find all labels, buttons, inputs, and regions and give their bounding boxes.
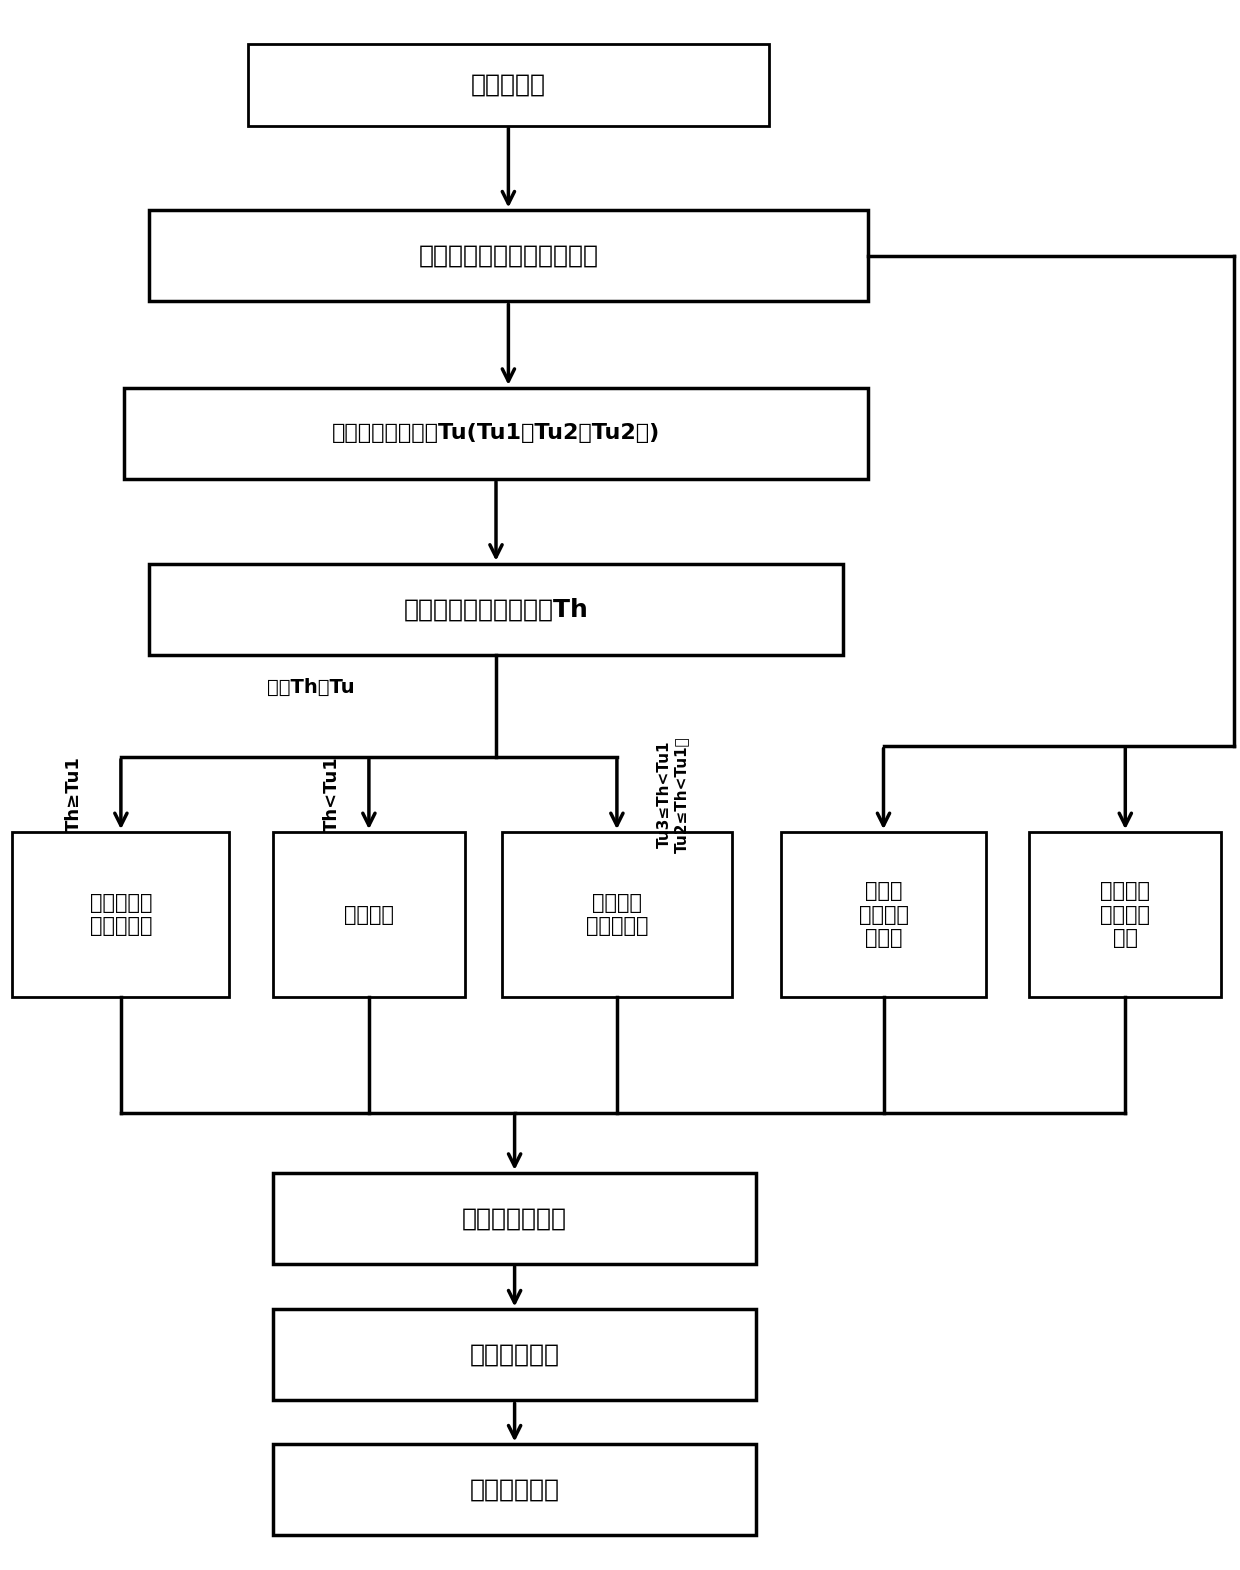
Text: 确定铀矿化类型: 确定铀矿化类型: [463, 1206, 567, 1231]
Text: 确定不整和面时间Tu(Tu1、Tu2、Tu2等): 确定不整和面时间Tu(Tu1、Tu2、Tu2等): [332, 424, 660, 443]
Text: 古铀矿化: 古铀矿化: [343, 904, 394, 925]
Text: 确定目标层: 确定目标层: [471, 72, 546, 97]
FancyBboxPatch shape: [502, 832, 732, 997]
Text: 地表沥青
吸附型铀
矿化: 地表沥青 吸附型铀 矿化: [1100, 881, 1151, 948]
FancyBboxPatch shape: [149, 564, 843, 655]
Text: 非油气
还原作用
铀矿化: 非油气 还原作用 铀矿化: [858, 881, 909, 948]
FancyBboxPatch shape: [149, 210, 868, 301]
Text: Th≥Tu1: Th≥Tu1: [64, 757, 83, 832]
FancyBboxPatch shape: [12, 832, 229, 997]
Text: 确定油气还原作用时间Th: 确定油气还原作用时间Th: [403, 597, 589, 622]
Text: 建立找矿模型: 建立找矿模型: [470, 1342, 559, 1367]
FancyBboxPatch shape: [273, 1309, 756, 1400]
FancyBboxPatch shape: [124, 388, 868, 479]
FancyBboxPatch shape: [781, 832, 986, 997]
Text: 无古铀矿化
现代铀矿化: 无古铀矿化 现代铀矿化: [89, 893, 153, 936]
Text: Th<Tu1: Th<Tu1: [322, 757, 341, 832]
FancyBboxPatch shape: [273, 832, 465, 997]
Text: 确定找矿目标: 确定找矿目标: [470, 1477, 559, 1502]
Text: 圈定油气还原作用分布范围: 圈定油气还原作用分布范围: [418, 243, 599, 268]
FancyBboxPatch shape: [248, 44, 769, 126]
Text: Tu3≤Th<Tu1
Tu2≤Th<Tu1等: Tu3≤Th<Tu1 Tu2≤Th<Tu1等: [656, 736, 689, 853]
FancyBboxPatch shape: [273, 1444, 756, 1535]
FancyBboxPatch shape: [1029, 832, 1221, 997]
Text: 比较Th和Tu: 比较Th和Tu: [267, 678, 355, 697]
Text: 古铀矿化
现代铀矿化: 古铀矿化 现代铀矿化: [585, 893, 649, 936]
FancyBboxPatch shape: [273, 1173, 756, 1264]
